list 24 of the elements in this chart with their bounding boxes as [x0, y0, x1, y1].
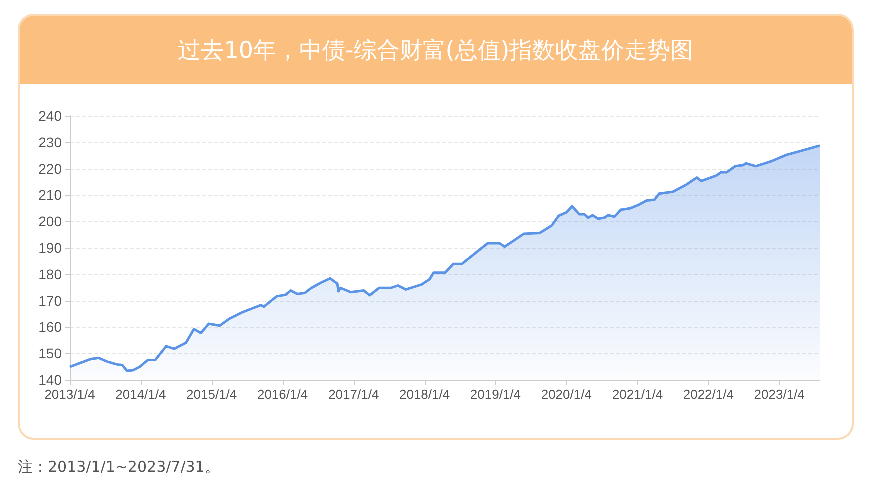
- x-tick-label: 2015/1/4: [186, 387, 238, 402]
- y-tick-label: 240: [38, 108, 62, 124]
- x-tick-label: 2022/1/4: [683, 387, 734, 402]
- x-tick-label: 2018/1/4: [399, 387, 450, 402]
- text: 注：2013/1/1~2023/7/31。: [18, 458, 220, 477]
- y-tick-label: 190: [38, 240, 62, 256]
- x-tick-label: 2020/1/4: [541, 387, 592, 402]
- x-tick-label: 2016/1/4: [257, 387, 308, 402]
- x-tick-label: 2014/1/4: [116, 387, 166, 402]
- y-tick-label: 210: [38, 187, 62, 204]
- x-tick-label: 2017/1/4: [328, 387, 380, 402]
- x-tick-label: 2019/1/4: [470, 387, 522, 402]
- y-tick-label: 160: [38, 319, 62, 336]
- chart-title: 过去10年，中债-综合财富(总值)指数收盘价走势图: [20, 16, 852, 84]
- x-tick-label: 2021/1/4: [612, 387, 664, 402]
- y-tick-label: 220: [38, 160, 62, 177]
- y-tick-label: 200: [38, 214, 62, 230]
- y-tick-label: 150: [38, 346, 62, 362]
- y-tick-label: 170: [38, 292, 62, 309]
- y-tick-label: 230: [38, 134, 62, 150]
- y-tick-label: 140: [38, 372, 62, 388]
- x-tick-label: 2023/1/4: [754, 387, 805, 402]
- x-tick-label: 2013/1/4: [44, 387, 96, 402]
- y-tick-label: 180: [38, 266, 62, 282]
